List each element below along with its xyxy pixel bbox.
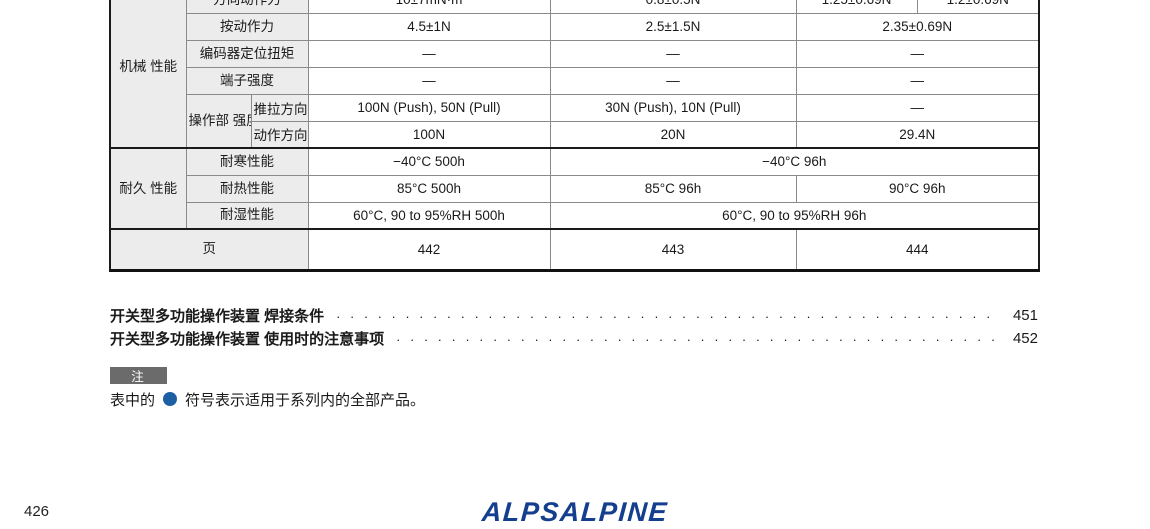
row-label: 方向动作力 (185, 0, 309, 14)
row-label: 按动作力 (185, 12, 309, 41)
link-label: 开关型多功能操作装置 焊接条件 (110, 308, 325, 325)
table-row: 操作部 强度 推拉方向 100N (Push), 50N (Pull) 30N … (110, 93, 1040, 149)
table-cell: 2.5±1.5N (549, 12, 797, 41)
spec-table: 机械 性能 方向动作力 10±7mN·m 0.8±0.5N 1.25±0.69N… (109, 0, 1040, 272)
table-cell: — (549, 66, 797, 95)
table-cell: 1.2±0.69N (916, 0, 1040, 14)
row-label: 耐湿性能 (185, 201, 309, 230)
table-row: 动作方向 100N 20N 29.4N (110, 120, 1040, 149)
table-cell: 29.4N (795, 120, 1040, 149)
table-cell: 20N (549, 120, 797, 149)
table-cell: 2.35±0.69N (795, 12, 1040, 41)
row-label-page: 页 (109, 228, 309, 271)
table-row: 编码器定位扭矩 — — — (110, 39, 1040, 68)
table-row: 耐热性能 85°C 500h 85°C 96h 90°C 96h (110, 174, 1040, 203)
table-cell: 85°C 96h (549, 174, 797, 203)
table-row: 按动作力 4.5±1N 2.5±1.5N 2.35±0.69N (110, 12, 1040, 41)
link-label: 开关型多功能操作装置 使用时的注意事项 (110, 331, 385, 348)
table-row: 耐湿性能 60°C, 90 to 95%RH 500h 60°C, 90 to … (110, 201, 1040, 230)
series-bullet-icon (163, 392, 178, 406)
sub-row-label: 推拉方向 (250, 93, 309, 122)
link-page-number: 452 (1012, 330, 1038, 347)
table-row: 耐久 性能 耐寒性能 −40°C 500h −40°C 96h (109, 147, 1040, 230)
table-cell: — (795, 93, 1040, 122)
table-row: 机械 性能 方向动作力 10±7mN·m 0.8±0.5N 1.25±0.69N… (109, 0, 1040, 149)
page-ref-cell: 443 (549, 228, 797, 271)
table-cell: 0.8±0.5N (549, 0, 797, 14)
table-cell: — (307, 66, 551, 95)
link-soldering-conditions[interactable]: 开关型多功能操作装置 焊接条件 ························… (110, 304, 1038, 327)
table-cell: 85°C 500h (307, 174, 551, 203)
group-header-durability: 耐久 性能 (109, 147, 187, 230)
spec-table-region: 机械 性能 方向动作力 10±7mN·m 0.8±0.5N 1.25±0.69N… (109, 0, 1042, 275)
table-cell: — (795, 39, 1040, 68)
sub-row-label: 动作方向 (250, 120, 309, 149)
dot-leader: ········································… (336, 308, 1000, 324)
row-label: 端子强度 (185, 66, 309, 95)
table-cell: 4.5±1N (307, 12, 551, 41)
table-cell: — (549, 39, 797, 68)
note-text: 表中的 符号表示适用于系列内的全部产品。 (110, 390, 426, 409)
row-label: 耐寒性能 (185, 147, 309, 176)
note-suffix: 符号表示适用于系列内的全部产品。 (185, 391, 426, 409)
row-label: 编码器定位扭矩 (185, 39, 309, 68)
group-header-mechanical: 机械 性能 (109, 0, 187, 149)
table-cell: 100N (Push), 50N (Pull) (307, 93, 551, 122)
row-label: 耐热性能 (185, 174, 309, 203)
dot-leader: ········································… (396, 331, 1004, 347)
row-label-operating-strength: 操作部 强度 (185, 93, 252, 149)
table-cell: — (307, 39, 551, 68)
link-page-number: 451 (1012, 307, 1038, 324)
table-cell: 100N (307, 120, 551, 149)
table-cell: 30N (Push), 10N (Pull) (549, 93, 797, 122)
page-ref-cell: 444 (795, 228, 1040, 271)
table-cell: 90°C 96h (795, 174, 1040, 203)
table-cell: — (795, 66, 1040, 95)
table-row: 端子强度 — — — (110, 66, 1040, 95)
page-number: 426 (24, 503, 50, 520)
table-cell: 10±7mN·m (307, 0, 551, 14)
table-cell: −40°C 96h (549, 147, 1040, 176)
cross-reference-list: 开关型多功能操作装置 焊接条件 ························… (110, 304, 1038, 350)
note-prefix: 表中的 (110, 391, 156, 409)
table-cell: −40°C 500h (307, 147, 551, 176)
table-cell: 60°C, 90 to 95%RH 500h (307, 201, 551, 230)
alpsalpine-logo: ALPSALPINE (480, 497, 670, 527)
table-row-page: 页 442 443 444 (109, 228, 1040, 271)
note-badge: 注 (110, 367, 167, 384)
table-cell: 1.25±0.69N (795, 0, 918, 14)
link-usage-precautions[interactable]: 开关型多功能操作装置 使用时的注意事项 ····················… (110, 327, 1038, 350)
page-ref-cell: 442 (307, 228, 551, 271)
table-cell: 60°C, 90 to 95%RH 96h (549, 201, 1040, 230)
